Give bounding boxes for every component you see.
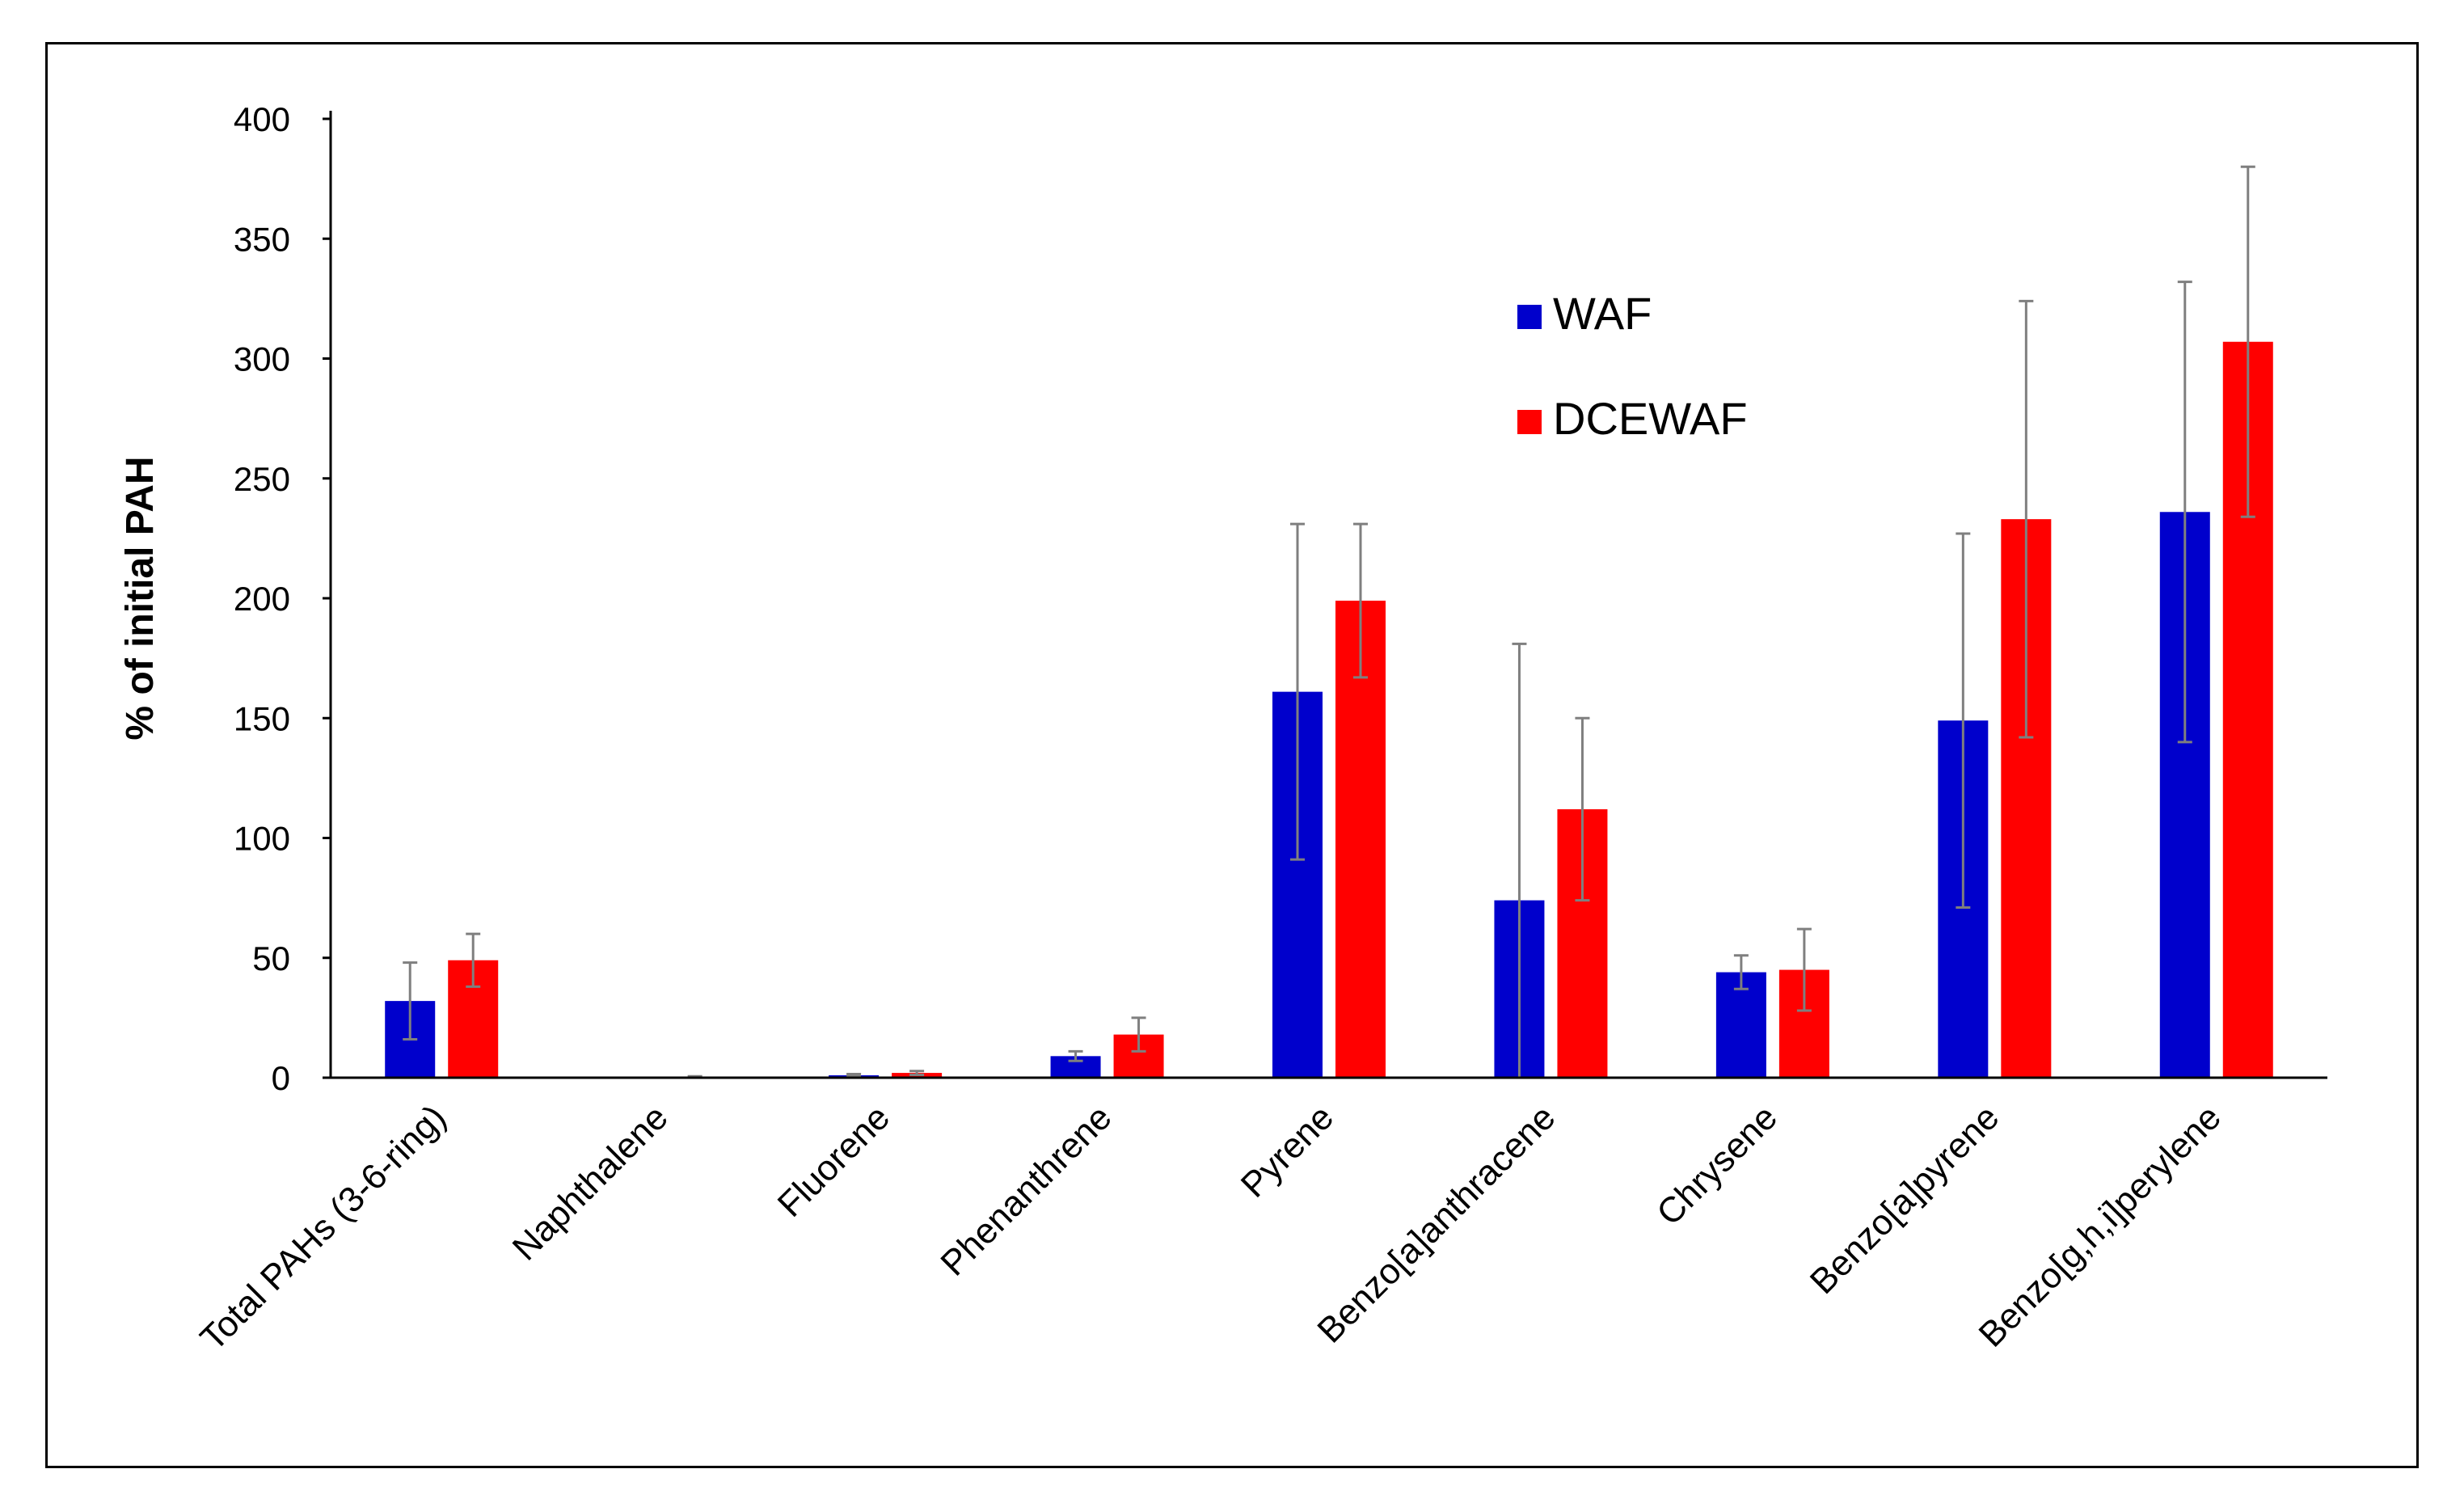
error-bar-dcewaf [2019, 299, 2034, 739]
bars [385, 341, 2273, 1078]
legend-swatch [1517, 410, 1542, 434]
x-category-label: Benzo[a]pyrene [1803, 1097, 2007, 1302]
y-tick-label: 100 [234, 820, 290, 858]
error-bar-dcewaf [2240, 165, 2255, 518]
error-bar-waf [1956, 532, 1971, 909]
x-category-label: Total PAHs (3-6-ring) [192, 1097, 454, 1358]
y-tick-label: 50 [252, 939, 290, 977]
y-tick-label: 200 [234, 580, 290, 618]
y-tick-label: 0 [272, 1059, 290, 1097]
y-tick-label: 150 [234, 699, 290, 737]
error-bar-waf [846, 1073, 862, 1079]
error-bar-dcewaf [1575, 716, 1590, 902]
x-category-label: Phenanthrene [933, 1097, 1119, 1283]
x-category-label: Benzo[g,h,i]perylene [1972, 1097, 2229, 1354]
bar-chart: 0 50 100 150 200 250 300 350 400 Total PAHs (3-6… [119, 100, 2327, 1358]
x-axis-category-labels: Total PAHs (3-6-ring) Naphthalene Fluorene… [192, 1097, 2228, 1358]
error-bar-waf [403, 961, 418, 1041]
legend-label: WAF [1553, 288, 1652, 339]
legend-item-dcewaf: DCEWAF [1517, 393, 1748, 444]
error-bar-waf [2177, 281, 2192, 744]
y-tick-label: 400 [234, 100, 290, 138]
legend-item-waf: WAF [1517, 288, 1652, 339]
chart-frame: 0 50 100 150 200 250 300 350 400 Total PAHs (3-6… [45, 42, 2419, 1468]
error-bar-waf [1068, 1049, 1083, 1062]
error-bars [403, 165, 2255, 1079]
error-bar-dcewaf [466, 932, 481, 988]
x-category-label: Pyrene [1234, 1097, 1341, 1205]
error-bar-dcewaf [1796, 927, 1812, 1012]
error-bar-dcewaf [1353, 522, 1368, 679]
error-bar-waf [1290, 522, 1305, 861]
error-bar-dcewaf [909, 1070, 925, 1076]
error-bar-dcewaf [1131, 1016, 1146, 1053]
x-category-label: Fluorene [770, 1097, 897, 1224]
legend: WAF DCEWAF [1517, 288, 1748, 444]
y-tick-label: 250 [234, 460, 290, 498]
legend-label: DCEWAF [1553, 393, 1748, 444]
error-bar-waf [1733, 954, 1749, 990]
x-category-label: Chrysene [1649, 1097, 1785, 1233]
x-category-label: Benzo[a]anthracene [1310, 1097, 1563, 1350]
y-axis-ticks: 0 50 100 150 200 250 300 350 400 [234, 100, 331, 1097]
x-category-label: Naphthalene [505, 1097, 676, 1268]
bar-dcewaf [1335, 600, 1386, 1078]
legend-swatch [1517, 305, 1542, 329]
y-tick-label: 350 [234, 220, 290, 258]
y-tick-label: 300 [234, 340, 290, 378]
y-axis-title: % of initial PAH [119, 456, 162, 740]
